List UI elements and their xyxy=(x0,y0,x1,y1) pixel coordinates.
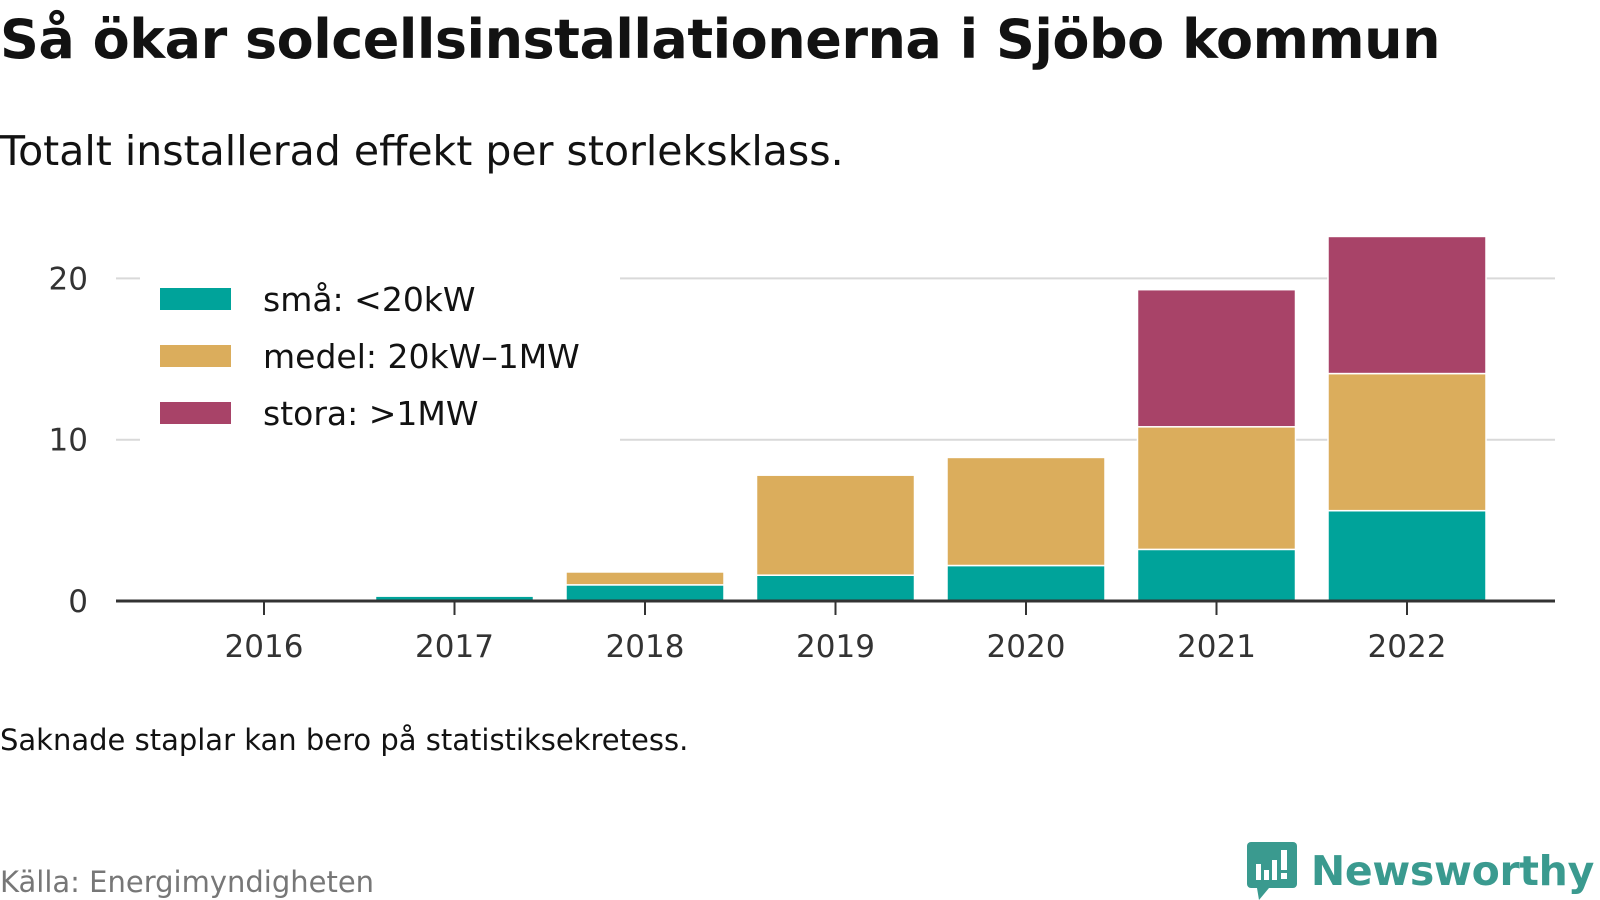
bar-2021-series-1 xyxy=(1136,426,1297,551)
chart-title: Så ökar solcellsinstallationerna i Sjöbo… xyxy=(0,8,1441,71)
bars xyxy=(374,235,1487,602)
bar-2020-series-1 xyxy=(946,456,1106,567)
legend-label-2: stora: >1MW xyxy=(263,394,478,433)
x-tick-label-3: 2019 xyxy=(796,629,875,665)
bar-2022-series-0 xyxy=(1327,509,1487,602)
x-tick-label-4: 2020 xyxy=(987,629,1066,665)
footnote: Saknade staplar kan bero på statistiksek… xyxy=(0,723,689,757)
legend-label-0: små: <20kW xyxy=(263,280,476,319)
bar-2018-series-1 xyxy=(565,571,725,586)
legend-label-1: medel: 20kW–1MW xyxy=(263,337,580,376)
brand-logo: Newsworthy xyxy=(1246,842,1594,900)
newsworthy-logo-icon xyxy=(1246,842,1297,900)
legend: små: <20kW medel: 20kW–1MW stora: >1MW xyxy=(140,268,620,443)
bar-2021-series-2 xyxy=(1136,288,1297,428)
bar-2022-series-1 xyxy=(1327,372,1487,512)
y-tick-label-0: 0 xyxy=(68,584,88,620)
x-tick-label-1: 2017 xyxy=(415,629,494,665)
bar-2018-series-0 xyxy=(565,584,725,602)
source-text: Källa: Energimyndigheten xyxy=(0,865,375,899)
bar-2022-series-2 xyxy=(1327,235,1487,375)
axes: 0 10 20 2016 2017 2018 2019 2020 2021 2022 xyxy=(49,261,1555,665)
bar-2019-series-1 xyxy=(755,474,916,576)
y-tick-label-2: 20 xyxy=(49,261,88,297)
x-tick-label-0: 2016 xyxy=(225,629,304,665)
legend-swatch-0 xyxy=(160,288,231,310)
x-tick-label-6: 2022 xyxy=(1368,629,1447,665)
legend-swatch-2 xyxy=(160,402,231,424)
bar-2021-series-0 xyxy=(1136,548,1297,602)
y-tick-label-1: 10 xyxy=(49,423,88,459)
x-tick-label-2: 2018 xyxy=(606,629,685,665)
bar-2020-series-0 xyxy=(946,564,1106,602)
brand-name: Newsworthy xyxy=(1310,847,1594,895)
chart-subtitle: Totalt installerad effekt per storlekskl… xyxy=(0,127,844,175)
legend-swatch-1 xyxy=(160,345,231,367)
x-tick-label-5: 2021 xyxy=(1177,629,1256,665)
bar-2019-series-0 xyxy=(755,574,916,602)
